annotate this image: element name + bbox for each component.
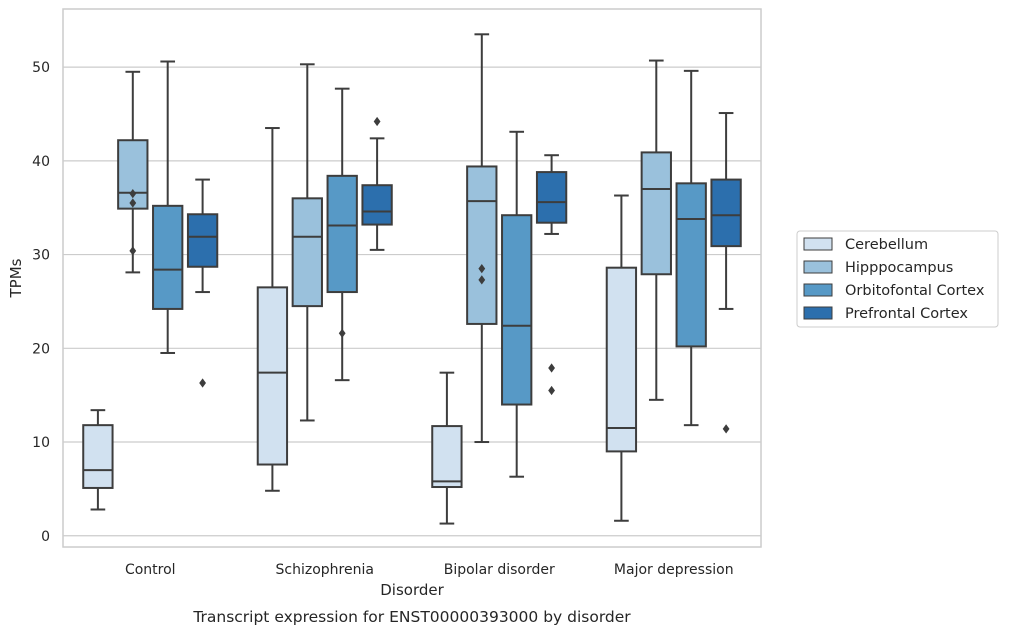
x-tick-label: Schizophrenia xyxy=(276,562,374,578)
legend-frame xyxy=(796,230,999,328)
outlier-point xyxy=(199,378,206,388)
box xyxy=(535,171,568,224)
x-tick-label: Major depression xyxy=(614,562,734,578)
y-tick-label: 0 xyxy=(41,529,50,545)
box-group xyxy=(605,59,742,522)
legend-label: Prefrontal Cortex xyxy=(845,306,968,322)
box xyxy=(291,197,323,308)
x-axis-label: Disorder xyxy=(380,581,444,599)
legend-swatch xyxy=(803,283,833,297)
legend: Cerebellum Hipppocampus Orbitofontal Corte… xyxy=(796,230,999,328)
box-group xyxy=(82,60,219,511)
x-tick-labels: Control Schizophrenia Bipolar disorder Majo… xyxy=(125,562,734,578)
outlier-point xyxy=(373,116,381,127)
y-axis-label: TPMs xyxy=(7,258,25,298)
box xyxy=(186,213,219,268)
box xyxy=(152,204,184,310)
box-group xyxy=(256,63,393,492)
box xyxy=(361,184,393,226)
y-tick-label: 40 xyxy=(32,154,50,170)
outlier-point xyxy=(129,189,137,199)
box-group xyxy=(431,33,568,525)
box xyxy=(605,266,638,453)
box xyxy=(466,165,498,325)
box xyxy=(82,424,114,489)
box xyxy=(431,425,463,489)
y-tick-label: 50 xyxy=(32,60,50,76)
outlier-point xyxy=(129,246,137,256)
box xyxy=(256,286,289,466)
legend-label: Hipppocampus xyxy=(845,260,953,276)
outlier-point xyxy=(129,198,137,208)
legend-swatch xyxy=(803,260,833,274)
box xyxy=(326,174,358,294)
outlier-point xyxy=(722,424,730,434)
box xyxy=(640,151,672,276)
y-tick-label: 10 xyxy=(32,435,50,451)
y-tick-label: 20 xyxy=(32,341,50,357)
y-tick-labels: 0 10 20 30 40 50 xyxy=(32,60,50,545)
outlier-point xyxy=(548,363,555,373)
x-tick-label: Bipolar disorder xyxy=(444,562,555,578)
x-tick-label: Control xyxy=(125,562,176,578)
figure-caption: Transcript expression for ENST0000039300… xyxy=(192,608,631,626)
legend-label: Orbitofontal Cortex xyxy=(845,283,985,299)
outlier-point xyxy=(338,328,346,338)
box xyxy=(501,214,533,406)
box xyxy=(117,139,149,210)
legend-label: Cerebellum xyxy=(845,237,928,253)
plot-frame xyxy=(62,8,762,548)
legend-swatch xyxy=(803,306,833,320)
box-groups xyxy=(82,33,742,525)
y-tick-label: 30 xyxy=(32,248,50,264)
legend-swatch xyxy=(803,237,833,251)
box xyxy=(710,178,742,248)
outlier-point xyxy=(548,385,555,396)
box xyxy=(675,182,707,348)
outlier-point xyxy=(478,275,486,285)
outlier-point xyxy=(478,264,486,274)
